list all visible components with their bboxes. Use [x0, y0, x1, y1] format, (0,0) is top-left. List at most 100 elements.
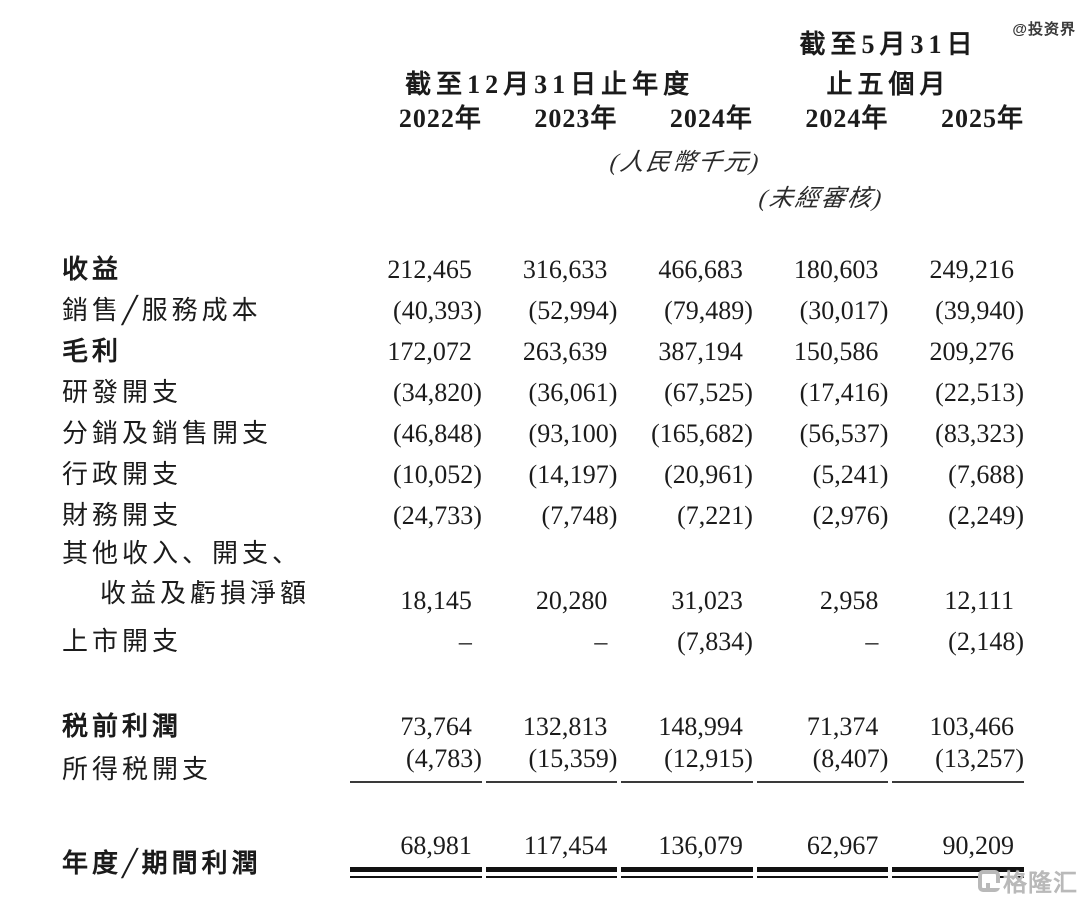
header-spacer: [0, 58, 346, 98]
header-row-five-months-1: 截至5月31日: [0, 12, 1024, 58]
header-row-period-spans: 截至12月31日止年度 止五個月: [0, 58, 1024, 98]
cell-value: (24,733): [393, 500, 482, 530]
cell-value: 31,023: [671, 585, 743, 615]
cell-value: 68,981: [346, 832, 482, 882]
cell-value: (83,323): [935, 418, 1024, 448]
table-row: 上市開支 – – (7,834) – (2,148): [0, 619, 1024, 660]
section-gap: [0, 788, 1024, 832]
single-underline: [350, 781, 482, 784]
cell-value: 172,072: [387, 336, 472, 366]
row-label: 行政開支: [62, 459, 183, 489]
cell-value: 150,586: [793, 336, 879, 366]
header-row-unit-note: (人民幣千元): [0, 138, 1024, 176]
cell-value: 148,994: [658, 711, 743, 741]
cell-value: (46,848): [393, 418, 482, 448]
cell-value: (13,257): [888, 745, 1024, 788]
single-underline: [756, 781, 889, 784]
currency-unit-note-text: (人民幣千元): [608, 149, 763, 176]
cell-value: 12,111: [944, 585, 1014, 615]
header-five-months-line1: 截至5月31日: [799, 29, 978, 59]
cell-value: (14,197): [528, 459, 618, 489]
cell-value: (15,359): [482, 745, 618, 788]
cell-value: (8,407): [753, 745, 889, 788]
cell-value: (36,061): [528, 377, 618, 407]
double-underline: [485, 866, 618, 878]
cell-value: 387,194: [658, 336, 743, 366]
cell-value: (7,688): [948, 459, 1024, 489]
header-spacer: [0, 12, 346, 58]
cell-value: 18,145: [400, 585, 472, 615]
header-gap: [0, 212, 1024, 247]
row-label: 銷售╱服務成本: [62, 295, 262, 325]
table-row: 銷售╱服務成本 (40,393) (52,994) (79,489) (30,017) (…: [0, 288, 1024, 329]
row-label: 其他收入、開支、 收益及虧損淨額: [62, 539, 311, 608]
header-spacer: [346, 12, 753, 58]
header-five-months-line2: 止五個月: [826, 69, 951, 99]
cell-value: (30,017): [799, 295, 889, 325]
cell-value: (7,748): [541, 500, 618, 530]
cell-value: (17,416): [799, 377, 889, 407]
row-label: 分銷及銷售開支: [62, 418, 273, 448]
cell-value: 62,967: [753, 832, 889, 882]
cell-value: (34,820): [393, 377, 482, 407]
header-row-years: 2022年 2023年 2024年 2024年 2025年: [0, 98, 1024, 138]
cell-value: –: [865, 626, 879, 656]
year-column-2024-5m: 2024年: [805, 103, 889, 133]
gelonghui-g-icon: [978, 869, 1000, 892]
header-spacer: [0, 138, 346, 176]
currency-unit-note: (人民幣千元): [482, 138, 889, 176]
income-statement-table: 截至5月31日 截至12月31日止年度 止五個月 2022年 2023年 202…: [0, 12, 1024, 883]
cell-value: (67,525): [664, 377, 753, 407]
cell-value: 249,216: [929, 254, 1015, 284]
row-label: 所得税開支: [62, 755, 213, 784]
table-row: 分銷及銷售開支 (46,848) (93,100) (165,682) (56,537)…: [0, 411, 1024, 452]
cell-value: –: [594, 626, 608, 656]
cell-value: (20,961): [664, 459, 753, 489]
cell-value: 180,603: [793, 254, 879, 284]
cell-value: 132,813: [522, 711, 608, 741]
cell-value: (165,682): [651, 418, 753, 448]
cell-value: –: [458, 626, 472, 656]
cell-value: 263,639: [522, 336, 608, 366]
single-underline: [892, 781, 1024, 784]
cell-value: 117,454: [482, 832, 618, 882]
cell-value: (22,513): [935, 377, 1024, 407]
cell-value: 212,465: [387, 254, 472, 284]
cell-value: (5,241): [812, 459, 889, 489]
table-row: 行政開支 (10,052) (14,197) (20,961) (5,241) (7,68…: [0, 452, 1024, 493]
header-spacer: [888, 138, 1024, 176]
header-year-ended: 截至12月31日止年度: [405, 69, 695, 99]
header-spacer: [346, 176, 753, 212]
cell-value: (4,783): [346, 745, 482, 788]
table-body: 收益 212,465 316,633 466,683 180,603 249,216 銷售╱…: [0, 247, 1024, 883]
row-label: 財務開支: [62, 500, 183, 530]
section-gap-cell: [0, 788, 1024, 832]
double-underline: [621, 866, 753, 878]
gelonghui-logo: 格隆汇: [978, 863, 1078, 898]
single-underline: [485, 781, 618, 784]
header-spacer: [0, 176, 346, 212]
table-header: 截至5月31日 截至12月31日止年度 止五個月 2022年 2023年 202…: [0, 12, 1024, 247]
cell-value: 90,209: [888, 832, 1024, 882]
row-label: 毛利: [62, 336, 123, 366]
unaudited-note-text: (未經審核): [756, 185, 885, 212]
year-column-2022: 2022年: [398, 103, 482, 133]
cell-value: 136,079: [617, 832, 753, 882]
cell-value: (2,249): [948, 500, 1024, 530]
table-row: 税前利潤 73,764 132,813 148,994 71,374 103,466: [0, 704, 1024, 745]
table-row: 毛利 172,072 263,639 387,194 150,586 209,276: [0, 329, 1024, 370]
double-underline: [350, 866, 482, 878]
section-gap: [0, 660, 1024, 704]
year-column-2023: 2023年: [534, 103, 618, 133]
table-row: 財務開支 (24,733) (7,748) (7,221) (2,976) (2,249): [0, 493, 1024, 534]
double-underline: [756, 866, 889, 878]
table-row: 研發開支 (34,820) (36,061) (67,525) (17,416) (22,…: [0, 370, 1024, 411]
cell-value: (79,489): [664, 295, 753, 325]
cell-value: (52,994): [528, 295, 618, 325]
single-underline: [621, 781, 753, 784]
financial-statement-page: @投资界 截至5月31日 截至12月31日止年度 止五個月 2022年 2023…: [0, 12, 1080, 900]
cell-value: (2,976): [812, 500, 889, 530]
table-row: 年度╱期間利潤 68,981 117,454 136,079 62,967 90,209: [0, 832, 1024, 882]
section-gap-cell: [0, 660, 1024, 704]
cell-value: 2,958: [819, 585, 879, 615]
